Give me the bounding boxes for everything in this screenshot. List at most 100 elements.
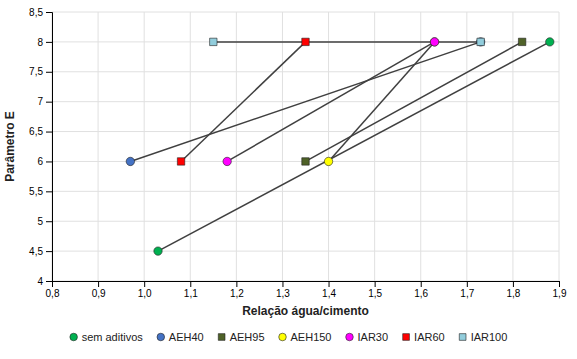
tick-mark [144, 281, 145, 287]
tick-label: 5 [37, 216, 43, 227]
legend-symbol [279, 333, 287, 341]
legend-label: AEH150 [291, 331, 332, 343]
point [126, 157, 134, 165]
tick: 1,0 [138, 281, 152, 299]
grid-line [52, 71, 559, 72]
tick-label: 7,5 [29, 66, 43, 77]
grid-line [236, 12, 237, 281]
point [302, 38, 309, 45]
legend-symbol [70, 333, 78, 341]
plot: 0,80,91,01,11,21,31,41,51,61,71,81,944,5… [29, 7, 567, 299]
tick-mark [46, 102, 52, 103]
tick: 0,9 [92, 281, 106, 299]
tick: 5,5 [29, 186, 52, 197]
grid-line [52, 12, 559, 13]
series-line [181, 42, 305, 162]
point [302, 158, 309, 165]
tick-mark [559, 281, 560, 287]
legend-symbol [218, 334, 225, 341]
tick-label: 1,3 [276, 288, 290, 299]
legend-symbol [403, 334, 410, 341]
legend-item: IAR30 [346, 331, 388, 343]
grid-line [52, 251, 559, 252]
tick-mark [46, 161, 52, 162]
tick-mark [46, 221, 52, 222]
chart: 0,80,91,01,11,21,31,41,51,61,71,81,944,5… [0, 0, 577, 359]
series-line [306, 42, 523, 162]
series-line [213, 41, 480, 43]
legend-label: AEH40 [169, 331, 204, 343]
tick-mark [46, 132, 52, 133]
tick-label: 1,1 [184, 288, 198, 299]
grid-line [98, 12, 99, 281]
tick: 1,6 [414, 281, 428, 299]
y-axis: 44,555,566,577,588,5 [29, 7, 52, 287]
tick-mark [282, 281, 283, 287]
x-axis-title: Relação água/cimento [242, 304, 369, 318]
point [430, 38, 438, 46]
tick-label: 0,9 [92, 288, 106, 299]
tick-mark [513, 281, 514, 287]
grid-line [420, 12, 421, 281]
tick-label: 1,6 [414, 288, 428, 299]
legend-symbol [459, 334, 466, 341]
tick: 1,4 [322, 281, 336, 299]
point [223, 157, 231, 165]
series-line [130, 42, 480, 162]
grid-line [466, 12, 467, 281]
grid-line [328, 12, 329, 281]
tick-label: 0,8 [46, 288, 60, 299]
grid-line [282, 12, 283, 281]
series-group [126, 38, 554, 256]
tick: 8,5 [29, 7, 52, 18]
tick-label: 4,5 [29, 246, 43, 257]
tick-mark [98, 281, 99, 287]
tick: 7,5 [29, 66, 52, 77]
axis-line [46, 13, 53, 282]
tick-label: 1,5 [368, 288, 382, 299]
tick: 5 [37, 216, 52, 227]
point [324, 157, 332, 165]
grid-line [512, 12, 513, 281]
tick-mark [46, 12, 52, 13]
legend-symbol [346, 333, 354, 341]
tick-label: 1,0 [138, 288, 152, 299]
y-axis-title: Parâmetro E [3, 111, 17, 182]
grid-line [52, 191, 559, 192]
tick-label: 1,2 [230, 288, 244, 299]
tick-label: 6,5 [29, 126, 43, 137]
legend-label: IAR100 [471, 331, 508, 343]
tick: 4 [37, 276, 52, 287]
legend-item: AEH95 [218, 331, 264, 343]
axis-line [53, 282, 560, 288]
tick-mark [190, 281, 191, 287]
tick-label: 8,5 [29, 7, 43, 18]
tick-label: 4 [37, 276, 43, 287]
point [430, 38, 438, 46]
tick: 1,5 [368, 281, 382, 299]
x-axis: 0,80,91,01,11,21,31,41,51,61,71,81,9 [46, 281, 567, 299]
grid-line [190, 12, 191, 281]
tick-label: 1,4 [322, 288, 336, 299]
tick-mark [236, 281, 237, 287]
tick: 1,1 [184, 281, 198, 299]
point [177, 158, 184, 165]
grid-line [52, 131, 559, 132]
tick: 6 [37, 156, 52, 167]
legend-item: sem aditivos [70, 331, 143, 343]
legend-item: IAR60 [403, 331, 445, 343]
tick-mark [467, 281, 468, 287]
tick-label: 6 [37, 156, 43, 167]
tick: 7 [37, 96, 52, 107]
legend: sem aditivos AEH40 AEH95 AEH150 IAR30 IAR60 IA… [70, 331, 507, 343]
tick-mark [329, 281, 330, 287]
legend-symbol [157, 333, 165, 341]
legend-item: AEH150 [279, 331, 332, 343]
tick-mark [46, 42, 52, 43]
point [210, 38, 217, 45]
tick: 1,9 [553, 281, 567, 299]
tick-mark [421, 281, 422, 287]
legend-label: AEH95 [230, 331, 265, 343]
tick-mark [46, 72, 52, 73]
tick: 1,2 [230, 281, 244, 299]
